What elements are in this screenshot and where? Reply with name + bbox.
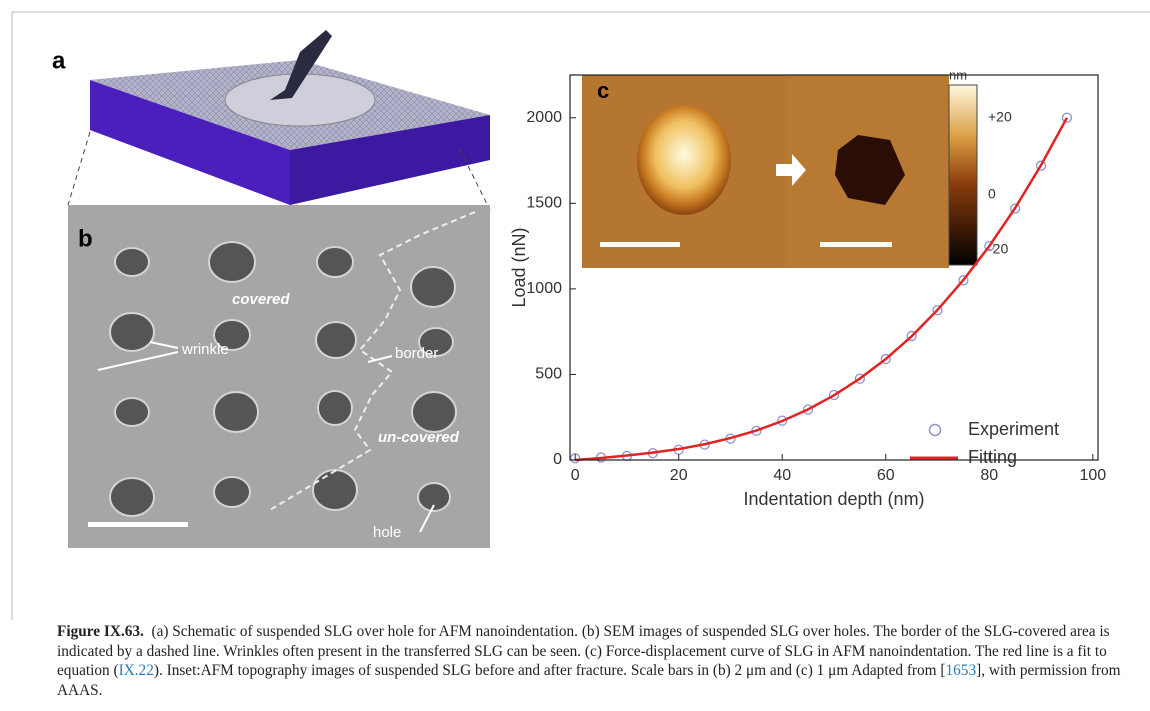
x-tick-label: 80	[980, 467, 998, 484]
annotation: covered	[232, 291, 290, 308]
sem-annotations: covered wrinkle border un-covered hole	[181, 291, 460, 541]
data-point	[880, 353, 891, 365]
legend-label: Experiment	[968, 419, 1059, 439]
legend-marker	[928, 423, 942, 437]
data-point	[802, 404, 814, 415]
zoom-line	[67, 131, 91, 206]
legend-label: Fitting	[968, 447, 1017, 467]
data-point	[1035, 160, 1047, 171]
data-point	[1010, 203, 1021, 214]
x-tick-label: 60	[877, 467, 895, 484]
y-tick-label: 0	[553, 451, 562, 468]
caption-text: ). Inset:AFM topography images of suspen…	[153, 662, 946, 680]
figure: a b covered wrinkle border un-covered ho…	[11, 11, 1150, 620]
caption: Figure IX.63. (a) Schematic of suspended…	[57, 622, 1127, 700]
plot-frame	[569, 74, 1099, 461]
chart: 0 500 1000 1500 2000 0 20 40 60 80 100 Indentation …	[509, 74, 1106, 509]
scale-bar	[88, 522, 188, 527]
y-tick-label: 1000	[526, 280, 562, 297]
data-point	[570, 453, 581, 464]
fit-line	[575, 117, 1069, 462]
data-point	[906, 330, 917, 342]
annotation: wrinkle	[181, 341, 229, 358]
panel-label: b	[78, 225, 93, 252]
border-line	[269, 211, 476, 511]
y-tick-label: 2000	[526, 109, 562, 126]
y-tick-label: 500	[535, 366, 562, 383]
x-tick-label: 40	[773, 467, 791, 484]
data-point	[984, 240, 995, 252]
holes	[109, 241, 457, 517]
caption-text: ], with permission from AAAS.	[57, 662, 1121, 699]
data-point	[958, 275, 969, 286]
annotation: border	[395, 345, 438, 362]
data-point	[854, 373, 866, 384]
afm-inset	[582, 75, 978, 268]
data-point	[932, 305, 943, 316]
data-point	[1061, 112, 1073, 123]
annotation: hole	[373, 524, 401, 541]
panel-label: c	[597, 78, 609, 103]
schematic	[90, 30, 490, 205]
data-point	[828, 389, 840, 401]
annotation: un-covered	[378, 429, 460, 446]
colorbar-tick: +20	[988, 109, 1012, 125]
colorbar-tick: 0	[988, 186, 996, 202]
x-tick-label: 100	[1079, 467, 1106, 484]
y-axis-label: Load (nN)	[509, 227, 529, 307]
zoom-line	[459, 149, 491, 211]
caption-label: Figure IX.63.	[57, 623, 144, 640]
panel-label: a	[52, 47, 66, 74]
arrows	[97, 341, 435, 533]
caption-text: (a) Schematic of suspended SLG over hole…	[57, 623, 1110, 680]
caption-ref[interactable]: 1653	[945, 662, 977, 680]
caption-ref[interactable]: IX.22	[118, 662, 154, 680]
data-point	[777, 415, 788, 426]
x-tick-label: 20	[670, 467, 688, 484]
y-tick-label: 1500	[526, 195, 562, 212]
x-tick-label: 0	[571, 467, 580, 484]
x-axis-label: Indentation depth (nm)	[743, 489, 924, 509]
